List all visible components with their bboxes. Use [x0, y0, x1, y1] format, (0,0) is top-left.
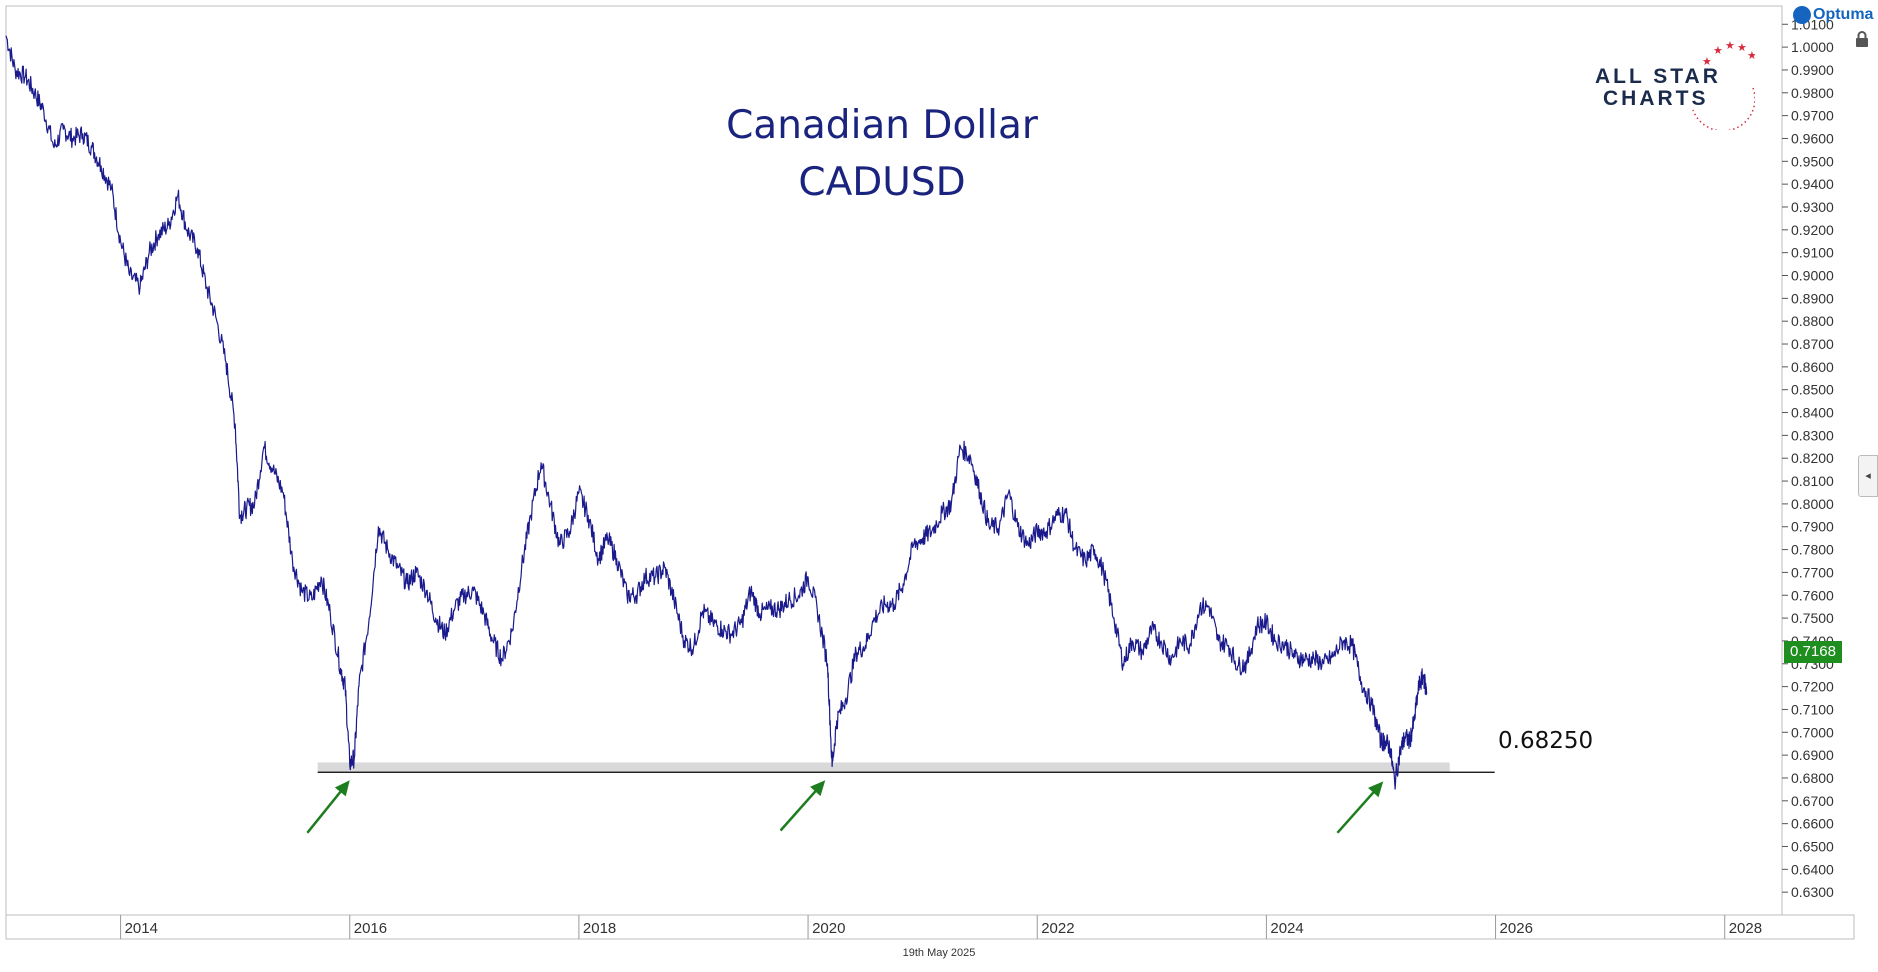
svg-text:★: ★ [1747, 50, 1755, 62]
y-tick-label: 0.7900 [1791, 519, 1834, 535]
x-tick-label: 2018 [583, 920, 616, 937]
y-tick-label: 0.8500 [1791, 382, 1834, 398]
y-tick-label: 0.7700 [1791, 564, 1834, 580]
watermark-line1: ALL STAR [1595, 65, 1721, 88]
y-tick-label: 0.9100 [1791, 245, 1834, 261]
y-tick-label: 0.6500 [1791, 838, 1834, 854]
x-tick-label: 2026 [1500, 920, 1533, 937]
y-axis: 1.01001.00000.99000.98000.97000.96000.95… [1782, 16, 1834, 900]
y-tick-label: 0.8600 [1791, 359, 1834, 375]
y-tick-label: 0.7100 [1791, 701, 1834, 717]
arrow-shaft [779, 786, 820, 832]
y-tick-label: 0.6800 [1791, 770, 1834, 786]
y-tick-label: 0.8100 [1791, 473, 1834, 489]
collapse-panel-button[interactable]: ◂ [1858, 455, 1878, 497]
y-tick-label: 0.6600 [1791, 816, 1834, 832]
svg-text:★: ★ [1702, 56, 1712, 68]
x-tick-label: 2024 [1270, 920, 1303, 937]
x-tick-label: 2020 [812, 920, 845, 937]
y-tick-label: 0.7500 [1791, 610, 1834, 626]
y-tick-label: 0.7000 [1791, 724, 1834, 740]
x-tick-label: 2028 [1729, 920, 1762, 937]
y-tick-label: 0.9800 [1791, 85, 1834, 101]
y-tick-label: 0.6700 [1791, 793, 1834, 809]
arrow-head-icon [1368, 781, 1384, 798]
y-tick-label: 0.8700 [1791, 336, 1834, 352]
y-tick-label: 0.6400 [1791, 861, 1834, 877]
y-tick-label: 0.7200 [1791, 679, 1834, 695]
y-tick-label: 0.9400 [1791, 176, 1834, 192]
y-tick-label: 0.8400 [1791, 405, 1834, 421]
last-price-badge: 0.7168 [1784, 641, 1842, 663]
lock-icon[interactable] [1853, 30, 1871, 48]
svg-text:★: ★ [1737, 42, 1747, 54]
y-tick-label: 0.8900 [1791, 290, 1834, 306]
svg-text:★: ★ [1713, 45, 1723, 57]
arrow-shaft [1336, 788, 1378, 834]
y-tick-label: 0.8800 [1791, 313, 1834, 329]
x-tick-label: 2014 [125, 920, 158, 937]
arrow-head-icon [810, 780, 826, 797]
y-tick-label: 0.8300 [1791, 427, 1834, 443]
svg-text:★: ★ [1725, 40, 1735, 52]
y-tick-label: 0.7800 [1791, 542, 1834, 558]
y-tick-label: 0.8200 [1791, 450, 1834, 466]
arrow-shaft [306, 787, 345, 834]
y-tick-label: 0.9000 [1791, 268, 1834, 284]
annotation-arrows [306, 780, 1384, 834]
y-tick-label: 0.9600 [1791, 130, 1834, 146]
x-axis-strip [5, 914, 1855, 940]
chart-subtitle: CADUSD [798, 160, 966, 205]
brand-label: Optuma [1813, 6, 1874, 23]
y-tick-label: 1.0000 [1791, 39, 1834, 55]
stars-ring-icon: ★ ★ ★ ★ ★ [1692, 40, 1755, 130]
series-line [5, 35, 1428, 790]
y-tick-label: 0.7600 [1791, 587, 1834, 603]
y-tick-label: 0.9700 [1791, 108, 1834, 124]
support-level-label: 0.68250 [1498, 728, 1594, 754]
support-band [317, 762, 1450, 773]
y-tick-label: 0.6900 [1791, 747, 1834, 763]
y-tick-label: 0.9200 [1791, 222, 1834, 238]
optuma-logo-icon [1793, 6, 1811, 24]
allstarcharts-watermark: ★ ★ ★ ★ ★ ALL STAR CHARTS [1585, 40, 1755, 130]
x-axis: 2014 2016 2018 2020 2022 2024 2026 2028 [120, 915, 1762, 939]
footer-date: 19th May 2025 [902, 947, 976, 959]
y-tick-label: 0.6300 [1791, 884, 1834, 900]
watermark-line2: CHARTS [1603, 87, 1709, 110]
y-tick-label: 0.8000 [1791, 496, 1834, 512]
x-tick-label: 2022 [1041, 920, 1074, 937]
optuma-brand: Optuma [1793, 4, 1873, 26]
chart-title: Canadian Dollar [726, 103, 1038, 148]
y-tick-label: 0.9500 [1791, 153, 1834, 169]
y-tick-label: 0.9300 [1791, 199, 1834, 215]
arrow-head-icon [334, 780, 350, 797]
x-tick-label: 2016 [354, 920, 387, 937]
y-tick-label: 0.9900 [1791, 62, 1834, 78]
